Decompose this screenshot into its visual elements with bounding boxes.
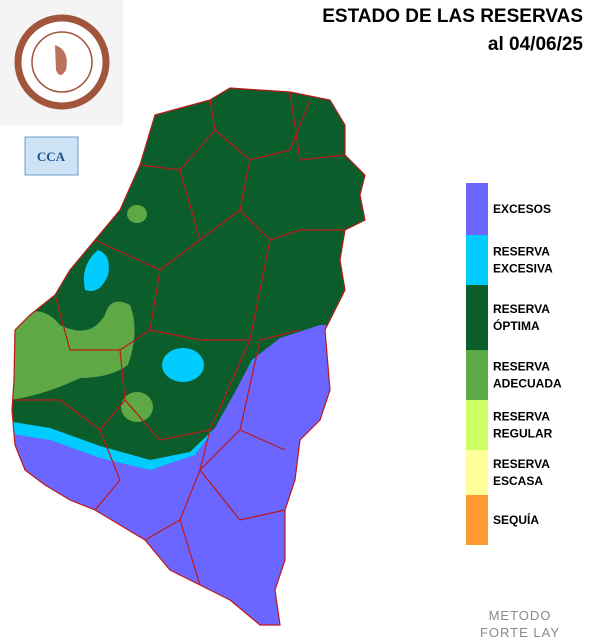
legend-swatch [466, 450, 488, 495]
footer: METODO [489, 608, 552, 623]
legend-label: EXCESIVA [493, 262, 553, 276]
legend-label: RESERVA [493, 245, 550, 259]
zone-excesiva [162, 348, 204, 382]
legend-label: ESCASA [493, 474, 543, 488]
zone-excesiva [83, 250, 109, 291]
legend-swatch [466, 495, 488, 545]
title: ESTADO DE LAS RESERVAS [322, 6, 583, 27]
legend-label: REGULAR [493, 427, 553, 441]
zone-adecuada [12, 301, 135, 400]
legend-label: EXCESOS [493, 202, 551, 216]
legend: EXCESOS RESERVA EXCESIVA RESERVA ÓPTIMA RESER… [466, 183, 562, 545]
legend-label: RESERVA [493, 410, 550, 424]
legend-swatch [466, 183, 488, 235]
badge-box [24, 136, 79, 176]
legend-label: RESERVA [493, 360, 550, 374]
legend-swatch [466, 350, 488, 400]
province-outline [11, 87, 366, 626]
legend-label: ADECUADA [493, 377, 562, 391]
date: al 04/06/25 [488, 34, 584, 55]
zone-adecuada [121, 392, 153, 422]
legend-label: ÓPTIMA [493, 318, 540, 333]
legend-swatch [466, 235, 488, 285]
legend-swatch [466, 400, 488, 450]
badge-text: CCA [37, 149, 66, 164]
footer: FORTE LAY [480, 625, 560, 640]
legend-label: SEQUÍA [493, 512, 539, 527]
logo-icon [55, 45, 67, 75]
zone-adecuada [127, 205, 147, 223]
legend-swatch [466, 285, 488, 350]
legend-label: RESERVA [493, 302, 550, 316]
logo-ring [31, 31, 93, 93]
legend-label: RESERVA [493, 457, 550, 471]
